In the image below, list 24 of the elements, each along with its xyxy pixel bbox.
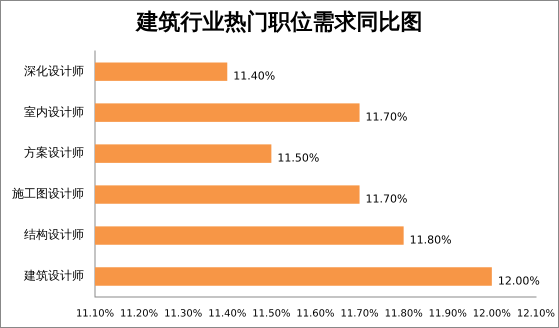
- data-label: 11.70%: [366, 110, 408, 124]
- x-tick-label: 11.10%: [76, 308, 114, 320]
- data-label: 11.80%: [410, 233, 452, 246]
- y-tick-label: 方案设计师: [24, 146, 84, 160]
- x-tick-label: 11.20%: [120, 308, 158, 320]
- x-tick-label: 11.60%: [296, 308, 335, 320]
- data-label: 11.50%: [277, 151, 320, 164]
- chart-title: 建筑行业热门职位需求同比图: [134, 8, 424, 37]
- x-tick-label: 11.90%: [428, 308, 467, 320]
- x-tick-label: 11.70%: [340, 308, 379, 320]
- data-label: 12.00%: [498, 274, 540, 288]
- x-tick-label: 11.40%: [208, 308, 246, 320]
- x-tick-label: 11.30%: [164, 308, 202, 320]
- y-tick-label: 室内设计师: [24, 104, 84, 119]
- x-tick-label: 11.50%: [252, 308, 290, 320]
- y-tick-label: 施工图设计师: [12, 186, 84, 201]
- x-tick-label: 12.00%: [472, 308, 511, 320]
- data-label: 11.70%: [366, 192, 408, 206]
- y-tick-label: 深化设计师: [24, 64, 84, 78]
- y-tick-label: 建筑设计师: [23, 268, 84, 283]
- x-tick-label: 11.80%: [384, 308, 423, 320]
- y-tick-label: 结构设计师: [24, 228, 84, 242]
- x-tick-label: 12.10%: [516, 308, 556, 320]
- data-label: 11.40%: [233, 70, 276, 83]
